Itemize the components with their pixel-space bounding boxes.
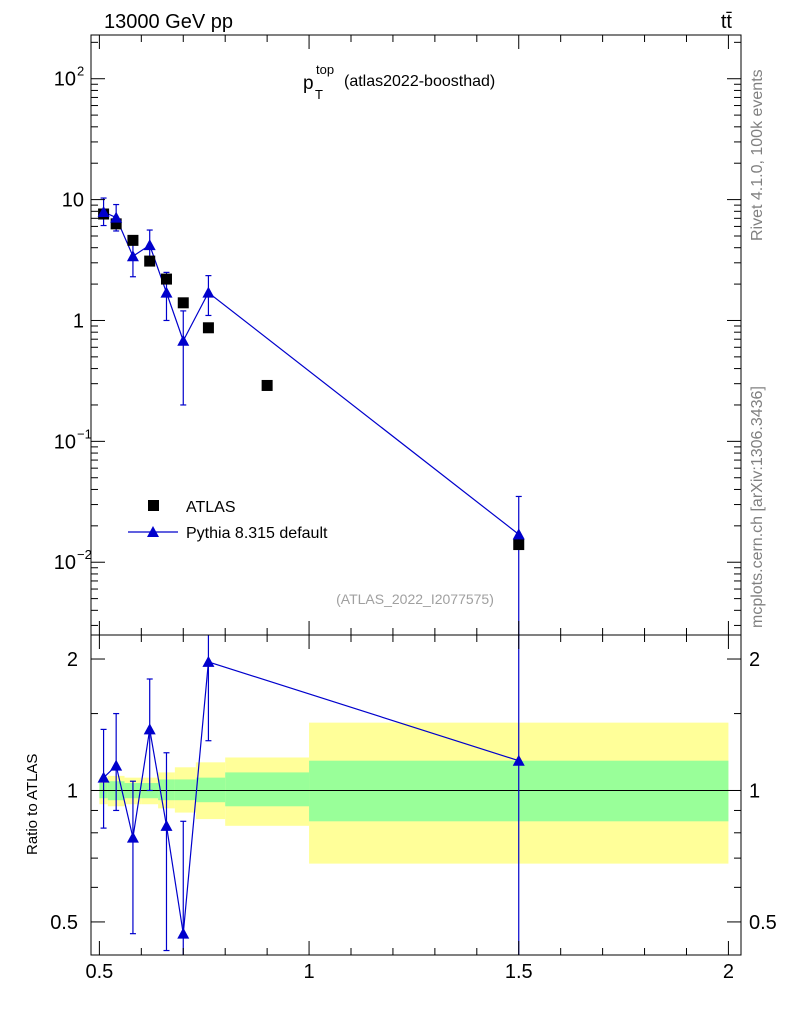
ratio-y-tick-label-left: 1: [67, 780, 78, 802]
main-plot-frame: [90, 34, 742, 636]
main-y-tick-exponent: −2: [77, 547, 92, 562]
ratio-y-tick-label-left: 0.5: [50, 912, 78, 934]
ratio-y-tick-label-right: 0.5: [749, 912, 777, 934]
ratio-plot-panel: 0.5 0.5 1 1 2 2 0.5 1 1.5 2 Ratio to ATLAS: [24, 634, 777, 983]
legend-pythia-label: Pythia 8.315 default: [186, 525, 328, 542]
main-y-tick-exponent: 2: [77, 64, 84, 79]
ratio-data-point: [202, 655, 215, 667]
atlas-data-point: [177, 297, 189, 309]
legend-pythia-marker: [147, 526, 159, 537]
ratio-y-tick-label-right: 1: [749, 780, 760, 802]
analysis-tag: (ATLAS_2022_I2077575): [336, 591, 494, 607]
pythia-data-point: [202, 286, 215, 298]
rivet-version-label: Rivet 4.1.0, 100k events: [749, 69, 766, 241]
plot-title: p top T (atlas2022-boosthad): [303, 62, 495, 102]
title-sup: top: [316, 62, 334, 77]
atlas-data-point: [202, 322, 214, 334]
pythia-data-point: [143, 239, 156, 251]
pythia-data-point: [160, 286, 173, 298]
x-tick-label: 1: [304, 961, 315, 983]
x-tick-label: 0.5: [85, 961, 113, 983]
ratio-uncertainty-band-inner: [195, 777, 226, 803]
ratio-data-point: [143, 723, 156, 735]
pythia-series-line: [103, 211, 520, 535]
ratio-data-point: [97, 771, 110, 783]
x-tick-label: 2: [723, 961, 734, 983]
atlas-data-point: [110, 218, 122, 230]
ratio-y-tick-label-right: 2: [749, 649, 760, 671]
ratio-y-axis-label: Ratio to ATLAS: [24, 754, 41, 855]
x-tick-label: 1.5: [505, 961, 533, 983]
main-y-tick-label: 10: [54, 552, 76, 574]
main-y-tick-exponent: −1: [77, 426, 92, 441]
header-energy-label: 13000 GeV pp: [104, 11, 233, 33]
ratio-series-line: [103, 661, 519, 934]
ratio-uncertainty-band-inner: [174, 779, 196, 801]
pythia-data-point: [126, 250, 139, 262]
atlas-data-point: [160, 273, 172, 285]
ratio-data-point: [110, 759, 123, 771]
main-y-tick-label: 1: [73, 310, 84, 332]
ratio-y-tick-label-left: 2: [67, 649, 78, 671]
title-p: p: [303, 73, 314, 94]
ratio-data-point: [512, 754, 525, 766]
ratio-data-point: [160, 819, 173, 831]
svg-text:p: p: [303, 73, 314, 94]
legend-atlas-marker: [148, 500, 159, 511]
ratio-uncertainty-band-inner: [225, 772, 310, 807]
atlas-data-point: [127, 234, 139, 246]
legend-atlas-label: ATLAS: [186, 499, 236, 516]
title-sub: T: [315, 87, 323, 102]
atlas-data-point: [144, 255, 156, 267]
ratio-data-point: [177, 927, 190, 939]
atlas-data-point: [513, 539, 525, 551]
pythia-data-point: [512, 528, 525, 540]
ratio-plot-frame: [90, 634, 742, 956]
main-y-tick-label: 10: [54, 69, 76, 91]
title-suffix: (atlas2022-boosthad): [344, 73, 495, 90]
atlas-data-point: [261, 379, 273, 391]
mcplots-label: mcplots.cern.ch [arXiv:1306.3436]: [749, 386, 766, 628]
header-process-label: tt̄: [721, 11, 733, 33]
pythia-data-point: [97, 205, 110, 217]
main-y-tick-label: 10: [62, 190, 84, 212]
pythia-data-point: [110, 211, 123, 223]
legend: ATLAS Pythia 8.315 default: [128, 499, 328, 542]
main-y-tick-label: 10: [54, 431, 76, 453]
ratio-data-point: [126, 831, 139, 843]
pythia-data-point: [177, 334, 190, 346]
